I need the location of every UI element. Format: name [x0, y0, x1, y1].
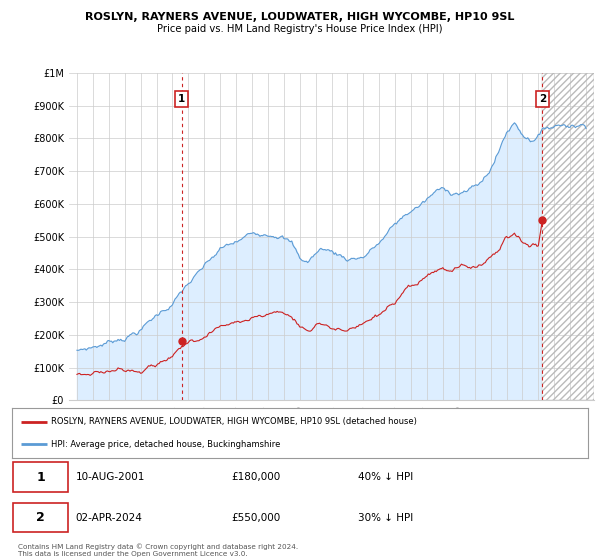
Text: Contains HM Land Registry data © Crown copyright and database right 2024.
This d: Contains HM Land Registry data © Crown c… [18, 544, 298, 557]
Text: 2: 2 [37, 511, 45, 524]
Text: 1: 1 [37, 470, 45, 483]
Text: Price paid vs. HM Land Registry's House Price Index (HPI): Price paid vs. HM Land Registry's House … [157, 24, 443, 34]
FancyBboxPatch shape [13, 463, 68, 492]
Text: ROSLYN, RAYNERS AVENUE, LOUDWATER, HIGH WYCOMBE, HP10 9SL: ROSLYN, RAYNERS AVENUE, LOUDWATER, HIGH … [85, 12, 515, 22]
Text: 10-AUG-2001: 10-AUG-2001 [76, 472, 145, 482]
Text: 30% ↓ HPI: 30% ↓ HPI [358, 512, 413, 522]
FancyBboxPatch shape [13, 503, 68, 532]
Text: £180,000: £180,000 [231, 472, 280, 482]
Text: 40% ↓ HPI: 40% ↓ HPI [358, 472, 413, 482]
Text: 2: 2 [539, 94, 546, 104]
Text: 1: 1 [178, 94, 185, 104]
Text: £550,000: £550,000 [231, 512, 280, 522]
Text: HPI: Average price, detached house, Buckinghamshire: HPI: Average price, detached house, Buck… [51, 440, 281, 449]
Text: ROSLYN, RAYNERS AVENUE, LOUDWATER, HIGH WYCOMBE, HP10 9SL (detached house): ROSLYN, RAYNERS AVENUE, LOUDWATER, HIGH … [51, 417, 417, 426]
Text: 02-APR-2024: 02-APR-2024 [76, 512, 142, 522]
